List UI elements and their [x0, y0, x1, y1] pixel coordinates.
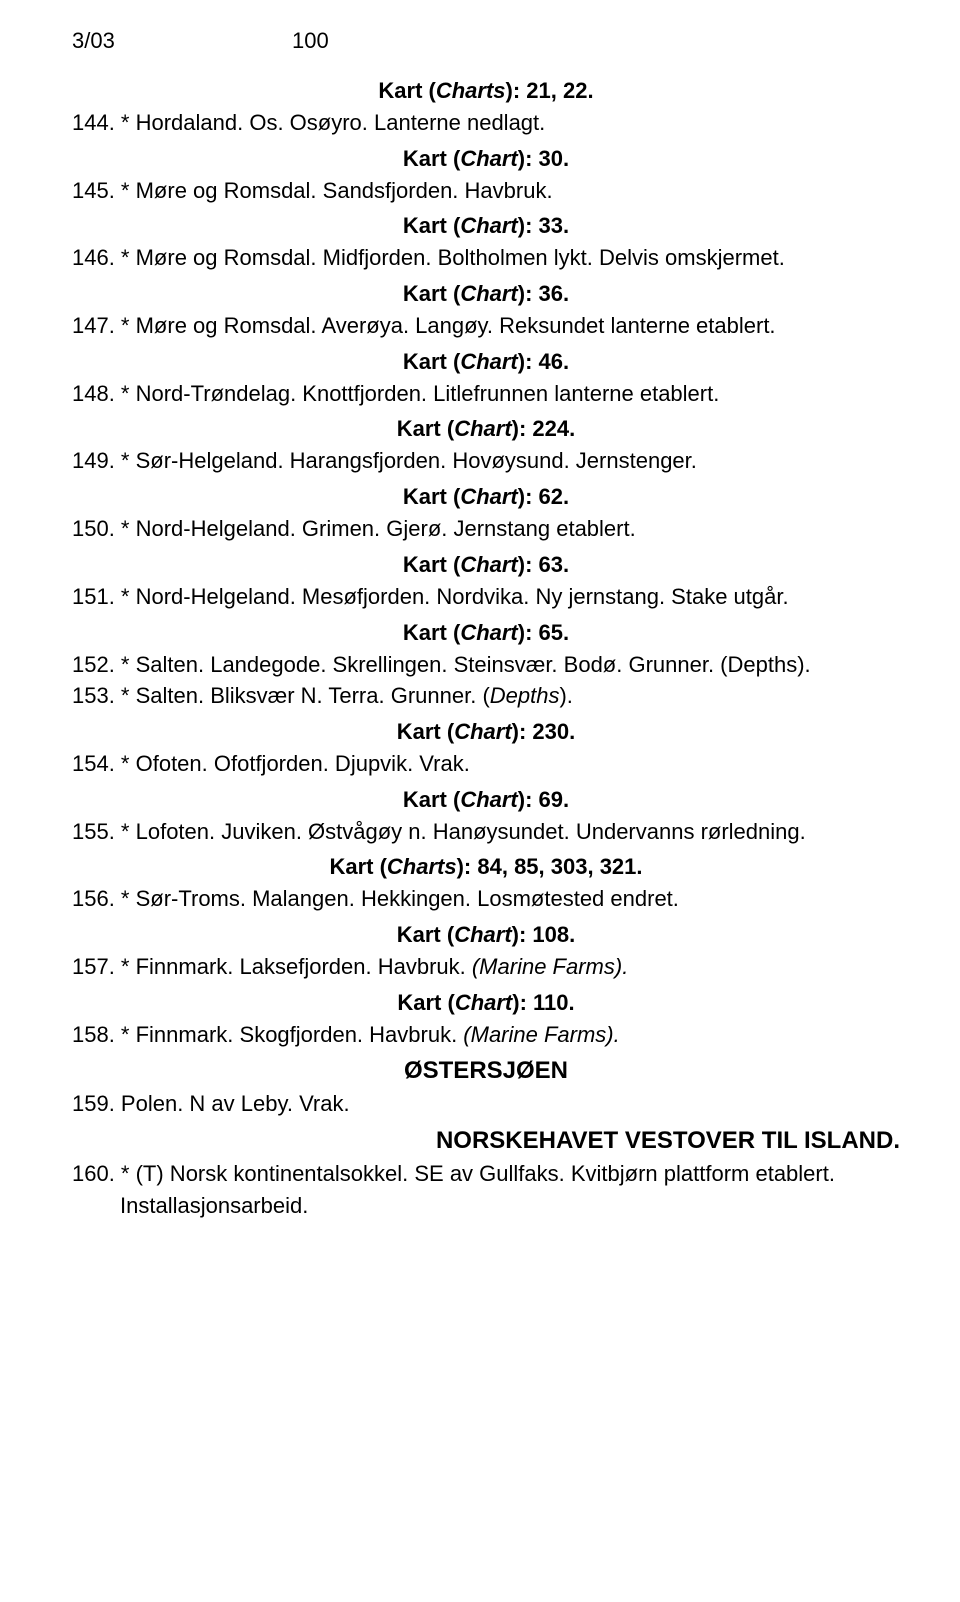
- entry-157: 157. * Finnmark. Laksefjorden. Havbruk. …: [72, 952, 900, 982]
- header-right: 100: [292, 28, 329, 54]
- entry-149: 149. * Sør-Helgeland. Harangsfjorden. Ho…: [72, 446, 900, 476]
- chart-heading: Kart (Chart): 46.: [72, 349, 900, 375]
- chart-heading: Kart (Chart): 63.: [72, 552, 900, 578]
- entry-155: 155. * Lofoten. Juviken. Østvågøy n. Han…: [72, 817, 900, 847]
- section-ostersjoen: ØSTERSJØEN: [72, 1057, 900, 1085]
- entry-159: 159. Polen. N av Leby. Vrak.: [72, 1089, 900, 1119]
- entry-151: 151. * Nord-Helgeland. Mesøfjorden. Nord…: [72, 582, 900, 612]
- header-left: 3/03: [72, 28, 292, 54]
- chart-heading: Kart (Chart): 36.: [72, 281, 900, 307]
- entry-146: 146. * Møre og Romsdal. Midfjorden. Bolt…: [72, 243, 900, 273]
- chart-heading: Kart (Chart): 33.: [72, 213, 900, 239]
- entry-153: 153. * Salten. Bliksvær N. Terra. Grunne…: [72, 681, 900, 711]
- entry-148: 148. * Nord-Trøndelag. Knottfjorden. Lit…: [72, 379, 900, 409]
- section-norskehavet: NORSKEHAVET VESTOVER TIL ISLAND.: [72, 1127, 900, 1155]
- entry-160: 160. * (T) Norsk kontinentalsokkel. SE a…: [72, 1159, 900, 1189]
- entry-154: 154. * Ofoten. Ofotfjorden. Djupvik. Vra…: [72, 749, 900, 779]
- chart-heading: Kart (Chart): 69.: [72, 787, 900, 813]
- chart-heading: Kart (Chart): 230.: [72, 719, 900, 745]
- entry-160-cont: Installasjonsarbeid.: [72, 1191, 900, 1221]
- chart-heading: Kart (Charts): 84, 85, 303, 321.: [72, 854, 900, 880]
- entry-147: 147. * Møre og Romsdal. Averøya. Langøy.…: [72, 311, 900, 341]
- chart-heading: Kart (Chart): 110.: [72, 990, 900, 1016]
- chart-heading: Kart (Chart): 62.: [72, 484, 900, 510]
- entry-144: 144. * Hordaland. Os. Osøyro. Lanterne n…: [72, 108, 900, 138]
- chart-heading: Kart (Charts): 21, 22.: [72, 78, 900, 104]
- entry-145: 145. * Møre og Romsdal. Sandsfjorden. Ha…: [72, 176, 900, 206]
- page-header: 3/03 100: [72, 28, 900, 54]
- entry-158: 158. * Finnmark. Skogfjorden. Havbruk. (…: [72, 1020, 900, 1050]
- chart-heading: Kart (Chart): 65.: [72, 620, 900, 646]
- entry-150: 150. * Nord-Helgeland. Grimen. Gjerø. Je…: [72, 514, 900, 544]
- entry-152: 152. * Salten. Landegode. Skrellingen. S…: [72, 650, 900, 680]
- chart-heading: Kart (Chart): 224.: [72, 416, 900, 442]
- entry-156: 156. * Sør-Troms. Malangen. Hekkingen. L…: [72, 884, 900, 914]
- chart-heading: Kart (Chart): 30.: [72, 146, 900, 172]
- chart-heading: Kart (Chart): 108.: [72, 922, 900, 948]
